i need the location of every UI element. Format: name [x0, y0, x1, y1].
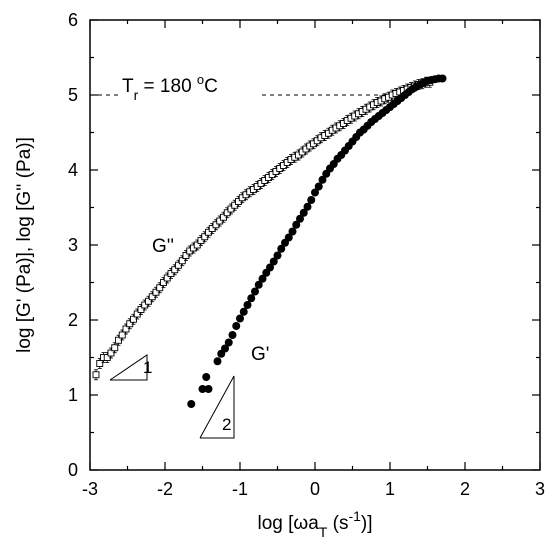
gpp-point: [276, 163, 284, 174]
gp-point: [221, 344, 229, 353]
slope-1-label: 1: [143, 358, 152, 377]
y-tick-label: 6: [68, 10, 78, 30]
gp-point: [311, 188, 319, 197]
gpp-point: [152, 286, 160, 298]
gp-point: [251, 287, 259, 296]
gpp-point: [208, 223, 216, 234]
y-tick-label: 3: [68, 235, 78, 255]
gp-point: [258, 274, 267, 283]
gpp-point: [220, 211, 227, 223]
gp-point: [292, 220, 301, 229]
gp-point: [239, 307, 248, 316]
gpp-point: [223, 207, 231, 219]
gp-point: [228, 331, 237, 339]
x-tick-label: 0: [310, 479, 320, 499]
gpp-point: [148, 291, 156, 303]
gp-point: [318, 175, 327, 184]
gp-point: [224, 338, 233, 347]
gp-point: [266, 263, 274, 272]
gp-point: [198, 385, 207, 393]
slope-2-label: 2: [222, 415, 231, 434]
series-g-double-prime: [92, 76, 434, 381]
temperature-annotation: Tr = 180 oC: [122, 72, 218, 103]
gp-point: [236, 314, 244, 323]
y-tick-label: 1: [68, 385, 78, 405]
gpp-point: [118, 329, 126, 341]
gpp-point: [126, 318, 134, 330]
x-axis-title: log [ωaT (s-1)]: [257, 508, 372, 540]
gp-point: [314, 182, 323, 191]
gp-point: [307, 196, 316, 204]
y-tick-label: 5: [68, 85, 78, 105]
gpp-point: [175, 259, 182, 271]
x-tick-label: 3: [535, 479, 545, 499]
y-tick-label: 0: [68, 460, 78, 480]
gp-point: [284, 233, 293, 242]
y-tick-label: 4: [68, 160, 78, 180]
axis-ticks: [89, 19, 541, 471]
x-tick-label: -2: [157, 479, 173, 499]
gp-point: [254, 280, 263, 289]
gp-point: [213, 357, 222, 366]
gp-point: [438, 74, 447, 83]
x-tick-label: -1: [232, 479, 248, 499]
series-g-prime: [187, 74, 447, 408]
gp-point: [288, 227, 297, 236]
gp-point: [273, 251, 282, 260]
gpp-point: [193, 239, 201, 251]
gp-point: [232, 322, 241, 330]
y-axis-title: log [G' (Pa)], log [G'' (Pa)]: [14, 137, 35, 353]
gpp-point: [92, 369, 100, 381]
gpp-point: [137, 304, 145, 315]
gp-point: [187, 400, 196, 408]
gp-point: [296, 214, 304, 223]
x-tick-labels: -3 -2 -1 0 1 2 3: [82, 479, 545, 499]
gp-point: [204, 385, 213, 393]
gp-label: G': [251, 344, 269, 365]
gp-point: [299, 208, 308, 217]
gpp-point: [182, 250, 190, 261]
y-tick-labels: 0 1 2 3 4 5 6: [68, 10, 78, 480]
slope-triangle-2: [199, 375, 235, 439]
gp-point: [269, 257, 278, 266]
x-tick-label: 1: [385, 479, 395, 499]
gpp-label: G'': [152, 236, 174, 257]
gp-point: [277, 244, 286, 253]
gp-point: [243, 301, 252, 309]
x-tick-label: 2: [460, 479, 470, 499]
gp-point: [247, 294, 256, 303]
y-tick-label: 2: [68, 310, 78, 330]
gpp-point: [145, 295, 152, 307]
gp-point: [303, 202, 312, 211]
slope-triangle-1: [109, 354, 148, 381]
gp-point: [202, 373, 211, 381]
gpp-point: [111, 342, 119, 354]
x-tick-label: -3: [82, 479, 98, 499]
